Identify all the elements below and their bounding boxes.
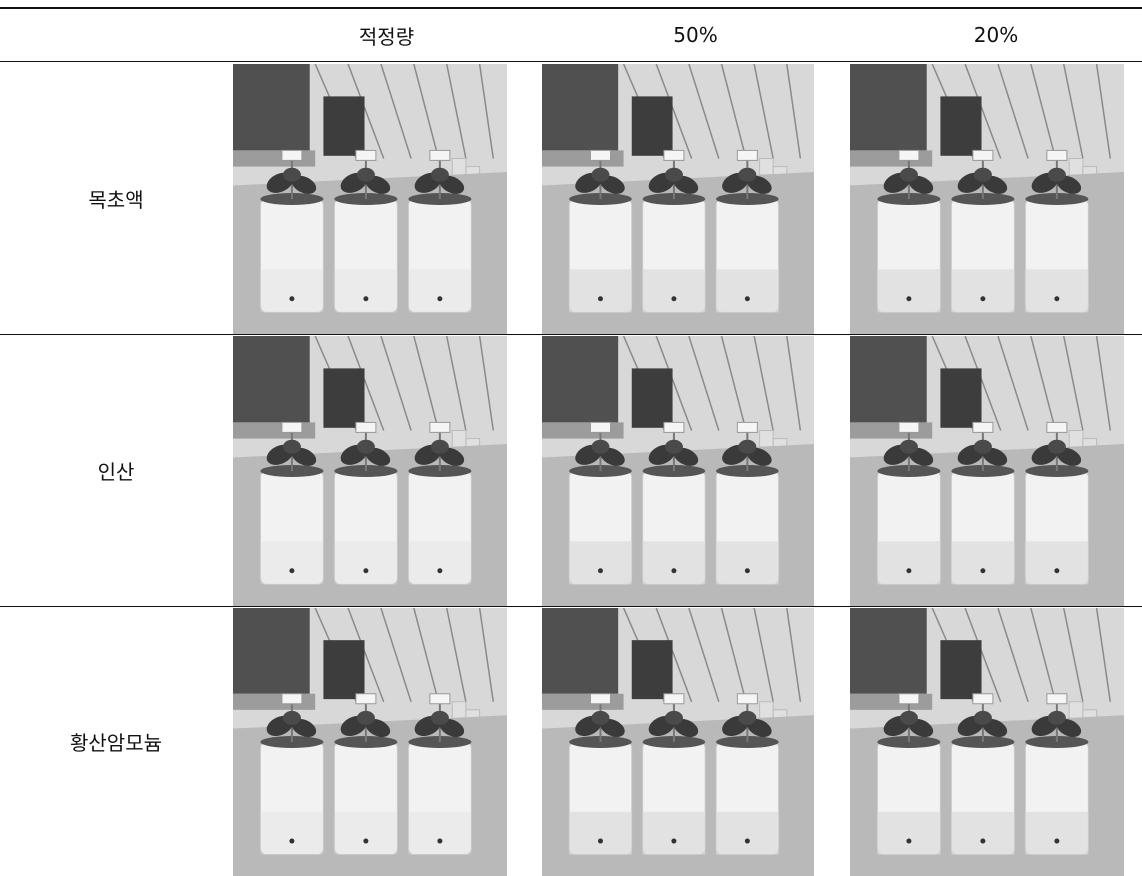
greenhouse-photo-icon: [850, 608, 1124, 876]
column-header-50-percent: 50%: [541, 9, 850, 61]
column-header-20-percent: 20%: [850, 9, 1142, 61]
greenhouse-photo-icon: [542, 64, 814, 334]
greenhouse-photo-icon: [850, 64, 1124, 334]
photo-ammonium-sulfate-50: [542, 608, 814, 876]
greenhouse-photo-icon: [850, 336, 1124, 606]
greenhouse-photo-icon: [542, 336, 814, 606]
photo-phosphate-appropriate: [233, 336, 507, 606]
photo-wood-vinegar-appropriate: [233, 64, 507, 334]
photo-wood-vinegar-20: [850, 64, 1124, 334]
row-label-phosphate: 인산: [0, 335, 232, 606]
photo-phosphate-20: [850, 336, 1124, 606]
row-label-wood-vinegar: 목초액: [0, 62, 232, 334]
column-header-appropriate: 적정량: [232, 9, 541, 61]
photo-wood-vinegar-50: [542, 64, 814, 334]
greenhouse-photo-icon: [233, 64, 507, 334]
photo-phosphate-50: [542, 336, 814, 606]
greenhouse-photo-icon: [233, 336, 507, 606]
photo-ammonium-sulfate-20: [850, 608, 1124, 876]
greenhouse-photo-icon: [233, 608, 507, 876]
greenhouse-photo-icon: [542, 608, 814, 876]
row-label-ammonium-sulfate: 황산암모늄: [0, 607, 232, 876]
photo-ammonium-sulfate-appropriate: [233, 608, 507, 876]
